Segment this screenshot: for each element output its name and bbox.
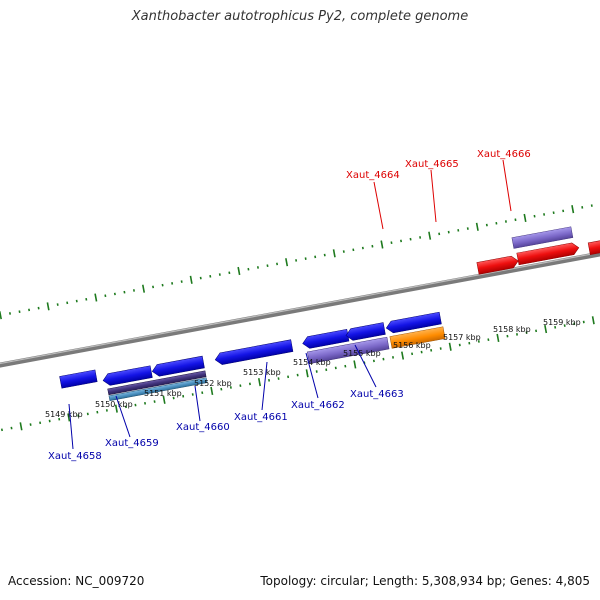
kbp-scale-labels: 5149 kbp 5150 kbp 5151 kbp 5152 kbp 5153… [45,318,581,419]
label-xaut-4660: Xaut_4660 [176,422,230,433]
kbp-label: 5157 kbp [443,333,481,342]
upper-tick-row [0,204,593,320]
leader-line [373,181,384,230]
major-tick [257,378,261,387]
label-xaut-4666: Xaut_4666 [477,149,531,160]
major-tick [353,360,357,369]
upper-gene-labels: Xaut_4664 Xaut_4665 Xaut_4666 [346,149,531,230]
gene-xaut-4661-b [345,322,386,341]
major-tick [544,325,548,334]
major-tick [571,205,575,214]
kbp-label: 5158 kbp [493,325,531,334]
kbp-label: 5150 kbp [95,400,133,409]
major-tick [141,284,146,293]
accession-text: Accession: NC_009720 [8,574,145,588]
major-tick [496,333,500,342]
major-tick [210,386,214,396]
kbp-label: 5152 kbp [194,379,232,388]
leader-line [430,169,437,223]
major-tick [475,222,479,231]
reverse-strand-features [59,311,446,401]
major-tick [114,404,118,413]
kbp-label: 5159 kbp [543,318,581,327]
major-tick [428,231,432,240]
major-tick [46,302,50,311]
lower-tick-row [0,316,595,432]
kbp-label: 5151 kbp [144,389,182,398]
leader-line [354,344,377,388]
leader-line [194,385,201,422]
leader-line [115,395,131,438]
major-tick [237,266,241,276]
gene-xaut-4660 [214,339,294,365]
genome-summary-text: Topology: circular; Length: 5,308,934 bp… [260,574,590,588]
kbp-label: 5156 kbp [393,341,431,350]
major-tick [401,351,405,360]
major-tick [0,311,2,320]
feature-xaut-4659-teal [108,377,208,401]
major-tick [305,369,309,378]
major-tick [67,413,71,422]
gene-xaut-4658-b [151,355,205,377]
major-tick [380,240,384,249]
label-xaut-4661: Xaut_4661 [234,412,288,423]
major-tick [162,395,166,404]
major-tick [94,293,98,302]
gene-xaut-4658-a [102,365,153,386]
kbp-label: 5154 kbp [293,358,331,367]
feature-xaut-4665-protein [511,226,574,249]
gene-xaut-4665 [516,242,580,266]
feature-xaut-4658-dark [107,370,207,396]
label-xaut-4659: Xaut_4659 [105,438,159,449]
lower-gene-labels: Xaut_4658 Xaut_4659 Xaut_4660 Xaut_4661 … [48,344,404,462]
major-tick [285,258,289,267]
feature-xaut-4661-protein [306,336,390,364]
leader-line [68,403,74,450]
label-xaut-4658: Xaut_4658 [48,451,102,462]
leader-line [305,352,319,399]
backbone [0,251,600,368]
leader-line [261,361,268,411]
page-title: Xanthobacter autotrophicus Py2, complete… [131,9,469,24]
major-tick [591,316,595,325]
kbp-label: 5149 kbp [45,410,83,419]
forward-strand-features [476,226,600,275]
major-tick [448,342,452,351]
gene-xaut-4662 [385,311,442,334]
gene-xaut-4666 [587,233,600,255]
major-tick [189,275,193,284]
leader-line [502,159,512,212]
major-tick [332,249,336,258]
label-xaut-4662: Xaut_4662 [291,400,345,411]
feature-xaut-4663-orange [389,326,446,349]
label-xaut-4663: Xaut_4663 [350,389,404,400]
label-xaut-4664: Xaut_4664 [346,170,400,181]
kbp-label: 5153 kbp [243,368,281,377]
major-tick [19,422,23,431]
gene-left-edge [59,369,98,389]
label-xaut-4665: Xaut_4665 [405,159,459,170]
gene-xaut-4664 [476,255,519,275]
gene-xaut-4661-a [302,329,350,349]
major-tick [523,213,527,223]
kbp-label: 5155 kbp [343,349,381,358]
